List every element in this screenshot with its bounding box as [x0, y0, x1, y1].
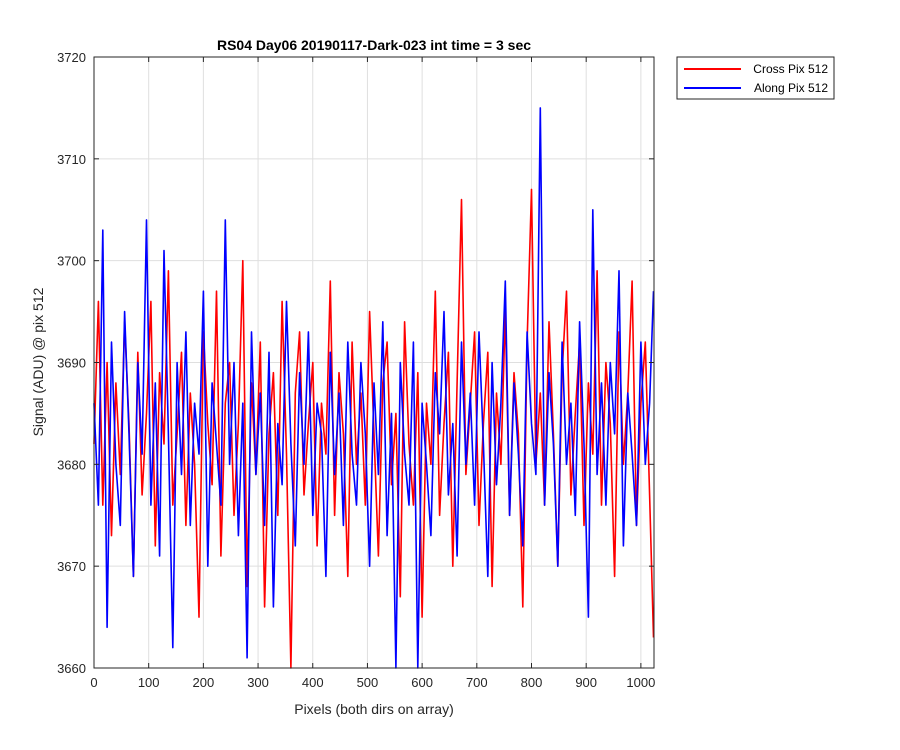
- axis-ticks: 0 100 200 300 400 500 600 700 800 900 1000 3660 3670…: [57, 50, 655, 690]
- y-tick-label: 3690: [57, 356, 86, 371]
- x-tick-label: 800: [521, 675, 543, 690]
- x-tick-label: 500: [357, 675, 379, 690]
- legend: Cross Pix 512 Along Pix 512: [676, 56, 835, 100]
- x-tick-label: 1000: [626, 675, 655, 690]
- x-tick-label: 900: [575, 675, 597, 690]
- x-tick-label: 100: [138, 675, 160, 690]
- y-tick-label: 3720: [57, 50, 86, 65]
- legend-label-along: Along Pix 512: [754, 81, 828, 95]
- x-tick-label: 700: [466, 675, 488, 690]
- y-tick-label: 3710: [57, 152, 86, 167]
- y-tick-label: 3700: [57, 254, 86, 269]
- y-axis-label: Signal (ADU) @ pix 512: [30, 287, 46, 436]
- series-line-along-pix-512: [93, 107, 655, 669]
- x-tick-label: 200: [193, 675, 215, 690]
- y-tick-label: 3660: [57, 661, 86, 676]
- x-tick-label: 600: [411, 675, 433, 690]
- legend-label-cross: Cross Pix 512: [753, 62, 828, 76]
- chart-title: RS04 Day06 20190117-Dark-023 int time = …: [217, 37, 531, 53]
- x-tick-label: 300: [247, 675, 269, 690]
- legend-box: [676, 56, 835, 100]
- y-tick-label: 3680: [57, 457, 86, 472]
- x-tick-label: 400: [302, 675, 324, 690]
- series-lines: [93, 107, 655, 669]
- x-axis-label: Pixels (both dirs on array): [294, 701, 454, 717]
- plot-frame: [93, 56, 655, 669]
- y-tick-label: 3670: [57, 559, 86, 574]
- x-tick-label: 0: [90, 675, 97, 690]
